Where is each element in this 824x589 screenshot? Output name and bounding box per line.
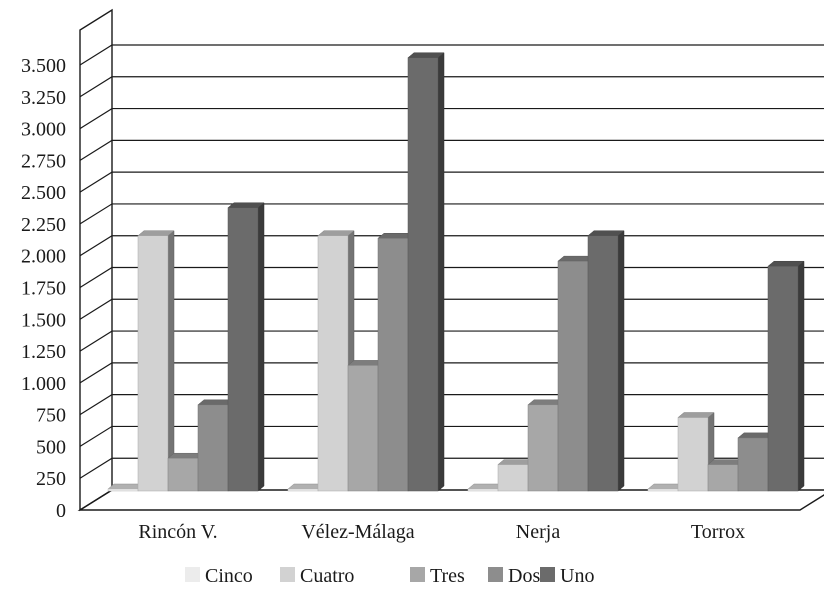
legend-label: Uno xyxy=(560,565,594,587)
y-tick-label: 0 xyxy=(56,500,66,522)
y-tick-label: 500 xyxy=(36,436,66,458)
gridline xyxy=(79,330,824,352)
y-tick-label: 2.250 xyxy=(21,214,66,236)
legend-item-uno: Uno xyxy=(540,565,594,587)
y-tick-label: 3.250 xyxy=(21,87,66,109)
category-label: Torrox xyxy=(691,521,745,543)
y-tick-label: 2.000 xyxy=(21,246,66,268)
category-labels: Rincón V. Vélez-Málaga Nerja Torrox xyxy=(138,521,745,543)
legend-label: Dos xyxy=(508,565,540,587)
legend-item-cuatro: Cuatro xyxy=(280,565,354,587)
left-wall xyxy=(79,8,113,512)
y-tick-label: 2.750 xyxy=(21,150,66,172)
y-tick-label: 2.500 xyxy=(21,182,66,204)
gridline xyxy=(79,139,824,161)
gridline xyxy=(79,362,824,384)
legend-swatch xyxy=(410,567,425,582)
y-tick-label: 3.500 xyxy=(21,55,66,77)
bar-uno-2 xyxy=(587,230,625,492)
chart-walls xyxy=(77,8,824,512)
gridline xyxy=(79,266,824,289)
y-axis-ticks: 0 250 500 750 1.000 1.250 1.500 1.750 2.000 2.250… xyxy=(21,55,66,522)
bar-cuatro-1 xyxy=(317,230,355,492)
gridline xyxy=(79,235,824,257)
bars xyxy=(107,52,805,492)
legend-item-tres: Tres xyxy=(410,565,465,587)
gridline xyxy=(79,298,824,320)
y-tick-label: 750 xyxy=(36,405,66,427)
legend-swatch xyxy=(540,567,555,582)
legend-label: Tres xyxy=(430,565,465,587)
legend-item-cinco: Cinco xyxy=(185,565,253,587)
gridline xyxy=(79,76,824,98)
bar-cuatro-0 xyxy=(137,230,175,492)
floor xyxy=(77,489,824,511)
legend-item-dos: Dos xyxy=(488,565,540,587)
category-label: Rincón V. xyxy=(138,521,217,543)
bar-uno-0 xyxy=(227,202,265,492)
legend: Cinco Cuatro Tres Dos Uno xyxy=(185,565,594,587)
legend-swatch xyxy=(280,567,295,582)
legend-label: Cinco xyxy=(205,565,253,587)
category-label: Vélez-Málaga xyxy=(301,521,414,543)
legend-swatch xyxy=(488,567,503,582)
legend-label: Cuatro xyxy=(300,565,354,587)
bar-uno-1 xyxy=(407,52,445,492)
y-tick-label: 1.250 xyxy=(21,341,66,363)
y-tick-label: 3.000 xyxy=(21,119,66,141)
y-tick-label: 1.000 xyxy=(21,373,66,395)
y-tick-label: 250 xyxy=(36,468,66,490)
y-tick-label: 1.750 xyxy=(21,278,66,300)
gridline xyxy=(79,203,824,225)
bar-uno-3 xyxy=(767,260,805,492)
category-label: Nerja xyxy=(516,521,561,543)
gridline xyxy=(79,171,824,193)
gridline xyxy=(79,107,824,130)
y-tick-label: 1.500 xyxy=(21,309,66,331)
gridline xyxy=(79,44,824,66)
gridline xyxy=(79,394,824,416)
legend-swatch xyxy=(185,567,200,582)
